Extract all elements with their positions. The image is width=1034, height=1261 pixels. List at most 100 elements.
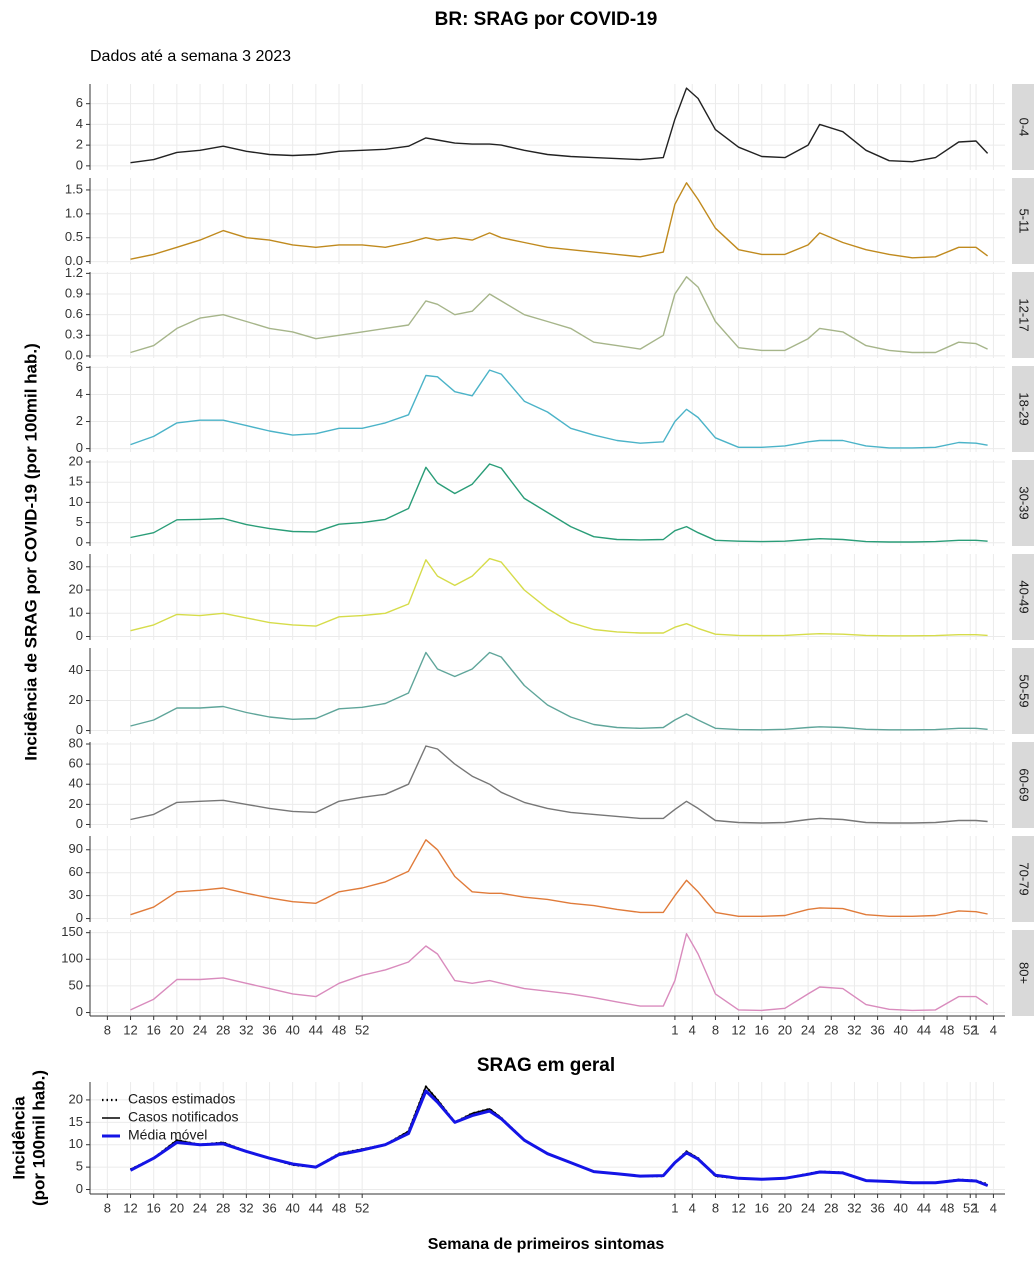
series-line bbox=[130, 557, 988, 637]
y-tick-label: 5 bbox=[76, 1159, 83, 1174]
legend-label: Média móvel bbox=[128, 1127, 207, 1143]
series-line bbox=[130, 369, 988, 449]
x-tick-label: 1 bbox=[671, 1022, 678, 1037]
facet-strip bbox=[1012, 648, 1034, 734]
y-tick-label: 0 bbox=[76, 628, 83, 643]
panel-background bbox=[90, 742, 1005, 828]
y-tick-label: 0 bbox=[76, 722, 83, 737]
series-line bbox=[130, 276, 988, 354]
x-tick-label: 40 bbox=[894, 1022, 908, 1037]
x-tick-label: 4 bbox=[990, 1022, 997, 1037]
y-axis-label: Incidência bbox=[9, 1096, 28, 1180]
facet-strip bbox=[1012, 930, 1034, 1016]
x-tick-label: 36 bbox=[870, 1200, 884, 1215]
x-tick-label: 16 bbox=[755, 1200, 769, 1215]
x-tick-label: 16 bbox=[146, 1200, 160, 1215]
x-axis-label: Semana de primeiros sintomas bbox=[428, 1236, 665, 1253]
panel-background bbox=[90, 648, 1005, 734]
x-tick-label: 48 bbox=[940, 1022, 954, 1037]
series-line bbox=[130, 651, 988, 731]
y-tick-label: 10 bbox=[69, 494, 83, 509]
y-tick-label: 4 bbox=[76, 116, 83, 131]
facet-strip bbox=[1012, 366, 1034, 452]
facet-label: 12-17 bbox=[1017, 298, 1032, 331]
chart-title: BR: SRAG por COVID-19 bbox=[435, 9, 658, 30]
y-tick-label: 0 bbox=[76, 816, 83, 831]
x-tick-label: 16 bbox=[146, 1022, 160, 1037]
x-tick-label: 12 bbox=[123, 1200, 137, 1215]
x-tick-label: 52 bbox=[355, 1200, 369, 1215]
x-tick-label: 24 bbox=[193, 1200, 207, 1215]
facet-strip bbox=[1012, 554, 1034, 640]
y-tick-label: 20 bbox=[69, 1091, 83, 1106]
y-axis-label: (por 100mil hab.) bbox=[29, 1070, 48, 1206]
facet-strip bbox=[1012, 178, 1034, 264]
y-tick-label: 50 bbox=[69, 977, 83, 992]
facet-label: 60-69 bbox=[1017, 768, 1032, 801]
x-tick-label: 28 bbox=[216, 1022, 230, 1037]
y-tick-label: 10 bbox=[69, 1136, 83, 1151]
y-tick-label: 20 bbox=[69, 581, 83, 596]
series-line bbox=[130, 182, 989, 260]
y-tick-label: 0 bbox=[76, 1181, 83, 1196]
x-tick-label: 32 bbox=[239, 1200, 253, 1215]
x-tick-label: 28 bbox=[216, 1200, 230, 1215]
x-tick-label: 52 bbox=[963, 1022, 977, 1037]
x-tick-label: 48 bbox=[940, 1200, 954, 1215]
x-tick-label: 24 bbox=[801, 1200, 815, 1215]
y-tick-label: 20 bbox=[69, 453, 83, 468]
x-tick-label: 28 bbox=[824, 1022, 838, 1037]
y-tick-label: 15 bbox=[69, 1114, 83, 1129]
facet-label: 80+ bbox=[1017, 962, 1032, 984]
y-tick-label: 30 bbox=[69, 558, 83, 573]
facet-label: 18-29 bbox=[1017, 392, 1032, 425]
y-tick-label: 30 bbox=[69, 887, 83, 902]
series-line bbox=[130, 933, 988, 1012]
x-tick-label: 40 bbox=[285, 1200, 299, 1215]
y-tick-label: 10 bbox=[69, 605, 83, 620]
facet-strip bbox=[1012, 836, 1034, 922]
panel-background bbox=[90, 178, 1005, 264]
x-tick-label: 4 bbox=[689, 1200, 696, 1215]
y-tick-label: 0 bbox=[76, 440, 83, 455]
x-tick-label: 52 bbox=[963, 1200, 977, 1215]
y-tick-label: 40 bbox=[69, 662, 83, 677]
x-tick-label: 32 bbox=[847, 1200, 861, 1215]
y-tick-label: 0 bbox=[76, 534, 83, 549]
y-tick-label: 20 bbox=[69, 796, 83, 811]
y-tick-label: 1.2 bbox=[65, 265, 83, 280]
series-line bbox=[129, 1089, 989, 1187]
x-tick-label: 20 bbox=[170, 1022, 184, 1037]
x-tick-label: 28 bbox=[824, 1200, 838, 1215]
facet-strip bbox=[1012, 272, 1034, 358]
panel-background bbox=[90, 930, 1005, 1016]
y-tick-label: 0.5 bbox=[65, 229, 83, 244]
y-tick-label: 1.5 bbox=[65, 181, 83, 196]
x-tick-label: 8 bbox=[104, 1022, 111, 1037]
facet-strip bbox=[1012, 84, 1034, 170]
x-tick-label: 52 bbox=[355, 1022, 369, 1037]
x-tick-label: 44 bbox=[917, 1022, 931, 1037]
facet-strip bbox=[1012, 742, 1034, 828]
x-tick-label: 40 bbox=[894, 1200, 908, 1215]
y-tick-label: 0.6 bbox=[65, 306, 83, 321]
y-tick-label: 0.0 bbox=[65, 253, 83, 268]
y-tick-label: 0 bbox=[76, 910, 83, 925]
legend-label: Casos notificados bbox=[128, 1109, 239, 1125]
panel-background bbox=[90, 460, 1005, 546]
y-tick-label: 0 bbox=[76, 157, 83, 172]
panel-background bbox=[90, 554, 1005, 640]
series-line bbox=[130, 463, 988, 543]
x-tick-label: 36 bbox=[262, 1200, 276, 1215]
facet-label: 5-11 bbox=[1017, 208, 1032, 233]
facet-label: 50-59 bbox=[1017, 674, 1032, 707]
y-tick-label: 40 bbox=[69, 776, 83, 791]
y-tick-label: 0.3 bbox=[65, 327, 83, 342]
y-tick-label: 2 bbox=[76, 137, 83, 152]
facet-strip bbox=[1012, 460, 1034, 546]
y-tick-label: 6 bbox=[76, 95, 83, 110]
x-tick-label: 20 bbox=[778, 1022, 792, 1037]
y-tick-label: 60 bbox=[69, 756, 83, 771]
x-tick-label: 12 bbox=[731, 1200, 745, 1215]
